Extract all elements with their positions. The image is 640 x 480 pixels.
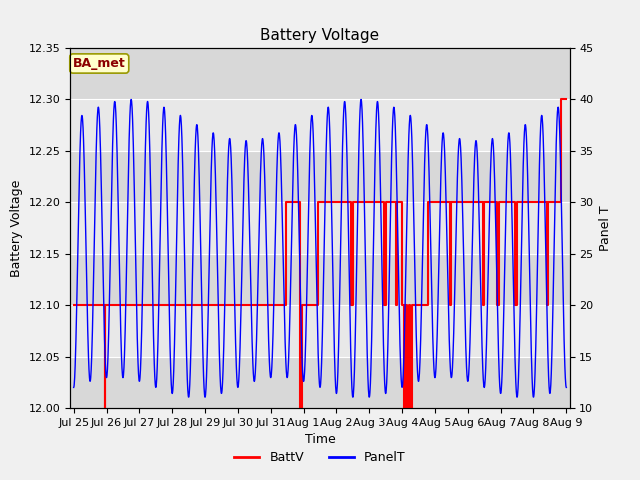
Bar xyxy=(70,202,570,254)
Bar xyxy=(70,357,570,408)
Y-axis label: Panel T: Panel T xyxy=(599,205,612,251)
Bar xyxy=(70,48,570,99)
Text: BA_met: BA_met xyxy=(73,57,125,70)
Legend: BattV, PanelT: BattV, PanelT xyxy=(229,446,411,469)
Bar xyxy=(70,254,570,305)
X-axis label: Time: Time xyxy=(305,433,335,446)
Y-axis label: Battery Voltage: Battery Voltage xyxy=(10,180,23,276)
Bar xyxy=(70,99,570,151)
Bar xyxy=(70,151,570,202)
Bar xyxy=(70,305,570,357)
Title: Battery Voltage: Battery Voltage xyxy=(260,28,380,43)
